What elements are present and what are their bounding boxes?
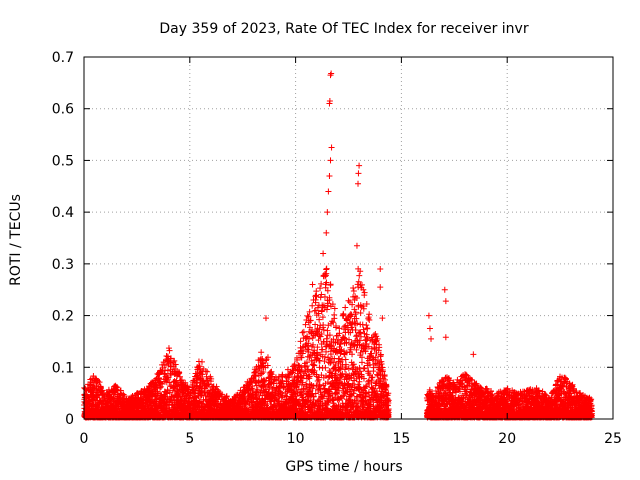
data-point	[199, 371, 206, 378]
data-point	[168, 363, 175, 370]
data-point	[162, 367, 169, 374]
data-point	[158, 383, 165, 390]
data-point	[117, 387, 124, 394]
data-point	[202, 368, 209, 375]
data-point	[113, 386, 120, 393]
data-point	[202, 392, 209, 399]
data-point	[165, 345, 172, 352]
data-point	[184, 383, 191, 390]
data-point	[96, 379, 103, 386]
data-points	[81, 70, 595, 421]
data-point	[120, 391, 127, 398]
data-point	[208, 375, 215, 382]
data-point	[171, 357, 178, 364]
data-point	[182, 379, 189, 386]
data-point	[166, 379, 173, 386]
data-point	[154, 390, 161, 397]
data-point	[168, 355, 175, 362]
chart-title: Day 359 of 2023, Rate Of TEC Index for r…	[159, 21, 528, 37]
x-axis-label: GPS time / hours	[285, 459, 402, 475]
data-point	[172, 361, 179, 368]
data-point	[204, 368, 211, 375]
data-point	[180, 389, 187, 396]
data-point	[219, 391, 226, 398]
data-point	[164, 375, 171, 382]
data-point	[198, 358, 205, 365]
data-point	[176, 373, 183, 380]
data-point	[156, 384, 163, 391]
data-point	[198, 400, 205, 407]
data-point	[176, 369, 183, 376]
data-point	[196, 399, 203, 406]
y-axis-label: ROTI / TECUs	[8, 194, 24, 286]
data-point	[196, 363, 203, 370]
data-point	[166, 389, 173, 396]
data-point	[167, 371, 174, 378]
data-point	[166, 347, 173, 354]
data-point	[205, 381, 212, 388]
data-point	[213, 383, 220, 390]
